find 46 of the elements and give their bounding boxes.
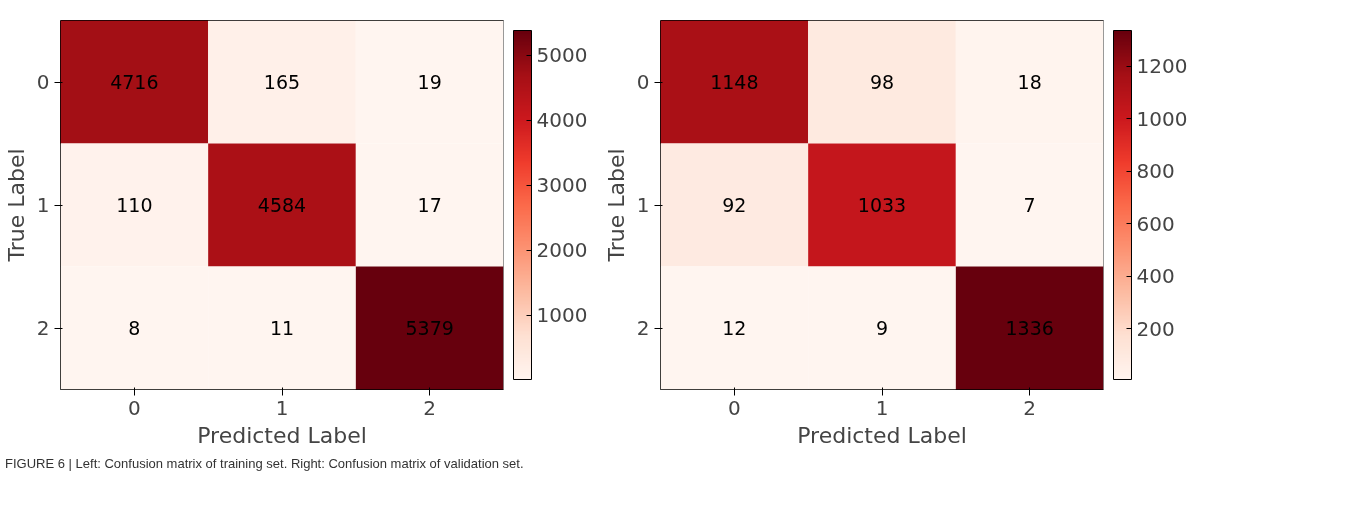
y-tick-label: 2	[636, 316, 650, 340]
x-tick-label: 1	[275, 395, 289, 420]
caption: FIGURE 6 | Left: Confusion matrix of training set. Right: Confusion matrix of validation set.	[5, 455, 524, 473]
x-tick-label: 2	[423, 395, 437, 420]
color-bar-label: 1000	[1136, 106, 1188, 131]
data-label: 5379	[405, 317, 454, 339]
y-axis-title: True Label	[3, 148, 29, 263]
data-label: 12	[722, 317, 747, 339]
color-bar-label: 200	[1136, 316, 1175, 341]
x-tick-label: 0	[127, 395, 141, 420]
color-bar-label: 800	[1136, 159, 1175, 184]
data-label: 1336	[1005, 317, 1054, 339]
color-bar-label: 600	[1136, 211, 1175, 236]
y-tick-label: 1	[636, 193, 650, 217]
data-label: 19	[417, 71, 442, 93]
data-label: 165	[263, 71, 301, 93]
y-axis-title: True Label	[603, 148, 629, 263]
data-label: 7	[1023, 194, 1036, 216]
y-tick-label: 2	[36, 316, 50, 340]
y-tick-label: 1	[36, 193, 50, 217]
color-bar-label: 400	[1136, 264, 1175, 289]
x-tick-label: 2	[1023, 395, 1037, 420]
data-label: 17	[417, 194, 442, 216]
color-bar-label: 1000	[536, 303, 588, 328]
data-label: 92	[722, 194, 747, 216]
data-label: 110	[116, 194, 153, 216]
data-label: 1033	[857, 194, 907, 216]
data-label: 9	[875, 317, 889, 339]
color-bar-label: 1200	[1136, 54, 1188, 79]
y-tick-label: 0	[636, 70, 650, 94]
data-label: 8	[128, 317, 141, 339]
color-bar-label: 5000	[536, 43, 588, 68]
color-bar-label: 2000	[536, 238, 588, 263]
data-label: 18	[1017, 71, 1042, 93]
y-tick-label: 0	[36, 70, 50, 94]
x-axis-title: Predicted Label	[797, 422, 967, 448]
data-label: 4716	[110, 71, 159, 93]
x-tick-label: 1	[875, 395, 889, 420]
data-label: 11	[269, 317, 295, 339]
data-label: 4584	[257, 194, 307, 216]
data-label: 98	[869, 71, 895, 93]
color-bar-label: 3000	[536, 173, 588, 198]
x-axis-title: Predicted Label	[197, 422, 367, 448]
data-label: 1148	[710, 71, 759, 93]
x-tick-label: 0	[727, 395, 741, 420]
color-bar-label: 4000	[536, 108, 588, 133]
